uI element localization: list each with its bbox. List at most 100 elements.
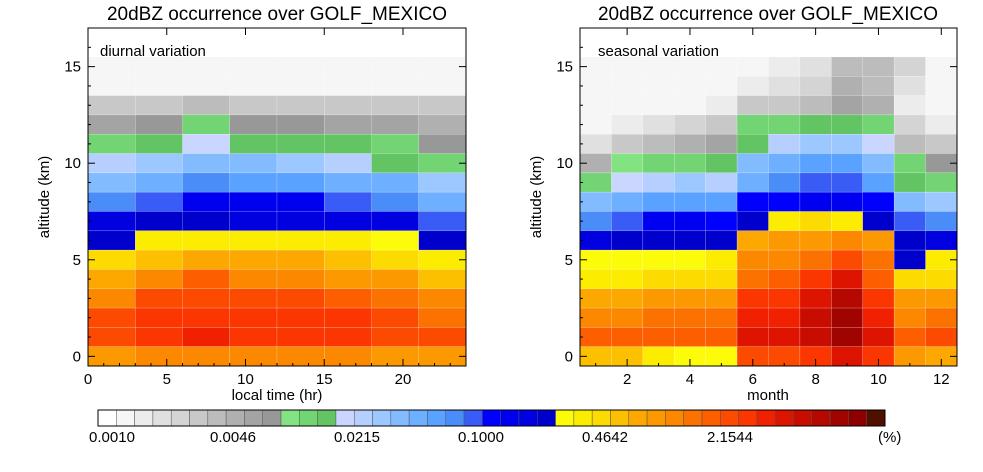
- diurnal-heatmap-cell: [87, 133, 136, 154]
- seasonal-heatmap-cell: [705, 114, 738, 135]
- seasonal-heatmap-cell: [768, 230, 801, 251]
- seasonal-heatmap-cell: [642, 172, 675, 193]
- diurnal-heatmap-cell: [324, 153, 372, 174]
- seasonal-heatmap-cell: [925, 269, 958, 289]
- diurnal-heatmap-cell: [87, 230, 136, 251]
- seasonal-heatmap-cell: [642, 230, 675, 251]
- seasonal-heatmap-cell: [925, 95, 958, 116]
- seasonal-heatmap-cell: [611, 269, 644, 289]
- colorbar-swatch: [518, 409, 538, 427]
- diurnal-heatmap-cell: [135, 269, 183, 289]
- seasonal-heatmap-cell: [611, 327, 644, 347]
- colorbar-swatch: [207, 409, 227, 427]
- colorbar-swatch: [482, 409, 501, 427]
- diurnal-heatmap-cell: [324, 191, 372, 212]
- seasonal-heatmap-cell: [705, 95, 738, 116]
- diurnal-heatmap-cell: [229, 56, 278, 77]
- diurnal-heatmap-cell: [371, 346, 419, 367]
- diurnal-heatmap-cell: [371, 269, 419, 289]
- seasonal-x-tick-label: 12: [933, 371, 950, 388]
- colorbar-unit-label: (%): [878, 429, 901, 446]
- seasonal-heatmap-cell: [705, 133, 738, 154]
- diurnal-heatmap-cell: [276, 346, 325, 367]
- seasonal-heatmap-cell: [862, 307, 895, 328]
- diurnal-heatmap-cell: [324, 56, 372, 77]
- colorbar-swatch: [610, 409, 630, 427]
- seasonal-heatmap-cell: [611, 133, 644, 154]
- seasonal-heatmap-cell: [831, 249, 863, 270]
- seasonal-heatmap-cell: [799, 133, 832, 154]
- colorbar-tick-label: 0.0046: [210, 429, 256, 446]
- seasonal-heatmap-cell: [862, 288, 895, 309]
- colorbar-swatch: [701, 409, 721, 427]
- colorbar-swatch: [646, 409, 666, 427]
- colorbar-swatch: [408, 409, 428, 427]
- seasonal-heatmap-cell: [862, 153, 895, 174]
- seasonal-heatmap-cell: [579, 288, 612, 309]
- diurnal-heatmap-cell: [182, 327, 230, 347]
- diurnal-heatmap-cell: [182, 172, 230, 193]
- seasonal-x-tick-label: 2: [623, 371, 631, 388]
- diurnal-heatmap-cell: [87, 95, 136, 116]
- seasonal-heatmap-cell: [674, 288, 706, 309]
- diurnal-heatmap-cell: [371, 249, 419, 270]
- diurnal-heatmap-cell: [418, 95, 467, 116]
- seasonal-heatmap-cell: [579, 327, 612, 347]
- colorbar-swatch: [774, 409, 794, 427]
- diurnal-heatmap-cell: [276, 56, 325, 77]
- seasonal-heatmap-cell: [642, 133, 675, 154]
- diurnal-heatmap-cell: [182, 211, 230, 232]
- colorbar-swatch: [170, 409, 190, 427]
- seasonal-heatmap-cell: [736, 327, 769, 347]
- seasonal-heatmap-cell: [705, 153, 738, 174]
- colorbar-swatch: [811, 409, 831, 427]
- diurnal-y-tick-label: 15: [64, 59, 81, 76]
- seasonal-x-tick-label: 8: [811, 371, 819, 388]
- diurnal-heatmap-cell: [229, 95, 278, 116]
- diurnal-heatmap-cell: [324, 230, 372, 251]
- diurnal-heatmap-cell: [276, 133, 325, 154]
- seasonal-heatmap-cell: [893, 76, 926, 96]
- seasonal-heatmap-cell: [862, 56, 895, 77]
- diurnal-heatmap-cell: [418, 307, 467, 328]
- seasonal-heatmap-cell: [674, 307, 706, 328]
- seasonal-heatmap-cell: [611, 95, 644, 116]
- seasonal-heatmap-cell: [831, 191, 863, 212]
- diurnal-x-axis-label: local time (hr): [232, 387, 323, 404]
- seasonal-heatmap-cell: [893, 211, 926, 232]
- seasonal-heatmap-cell: [925, 114, 958, 135]
- seasonal-heatmap-cell: [768, 133, 801, 154]
- seasonal-heatmap-cell: [893, 288, 926, 309]
- seasonal-heatmap-cell: [768, 76, 801, 96]
- diurnal-heatmap-cell: [371, 56, 419, 77]
- seasonal-heatmap-cell: [862, 269, 895, 289]
- diurnal-heatmap-cell: [182, 114, 230, 135]
- diurnal-heatmap-cell: [135, 211, 183, 232]
- seasonal-heatmap-cell: [642, 288, 675, 309]
- diurnal-heatmap-cell: [371, 76, 419, 96]
- diurnal-heatmap-cell: [182, 346, 230, 367]
- diurnal-heatmap-cell: [87, 269, 136, 289]
- diurnal-heatmap-cell: [135, 249, 183, 270]
- diurnal-heatmap-cell: [182, 133, 230, 154]
- diurnal-heatmap-cell: [276, 230, 325, 251]
- diurnal-x-tick-label: 20: [395, 371, 412, 388]
- seasonal-plot-frame: [579, 27, 958, 367]
- colorbar-tick-labels: 0.0010 0.0046 0.0215 0.1000 0.4642 2.1544: [89, 429, 753, 446]
- seasonal-heatmap-cell: [893, 56, 926, 77]
- diurnal-heatmap-cell: [371, 95, 419, 116]
- colorbar-swatch: [537, 409, 556, 427]
- seasonal-heatmap-cell: [893, 327, 926, 347]
- diurnal-heatmap-cell: [87, 288, 136, 309]
- diurnal-heatmap-cell: [135, 153, 183, 174]
- colorbar-swatches: [97, 409, 886, 427]
- diurnal-heatmap-cell: [135, 288, 183, 309]
- seasonal-heatmap-cell: [674, 95, 706, 116]
- seasonal-heatmap-cell: [611, 76, 644, 96]
- colorbar-swatch: [116, 409, 135, 427]
- seasonal-heatmap-cell: [831, 269, 863, 289]
- diurnal-heatmap-cell: [418, 153, 467, 174]
- diurnal-heatmap-cell: [135, 95, 183, 116]
- seasonal-heatmap-cell: [768, 269, 801, 289]
- diurnal-heatmap-cell: [371, 327, 419, 347]
